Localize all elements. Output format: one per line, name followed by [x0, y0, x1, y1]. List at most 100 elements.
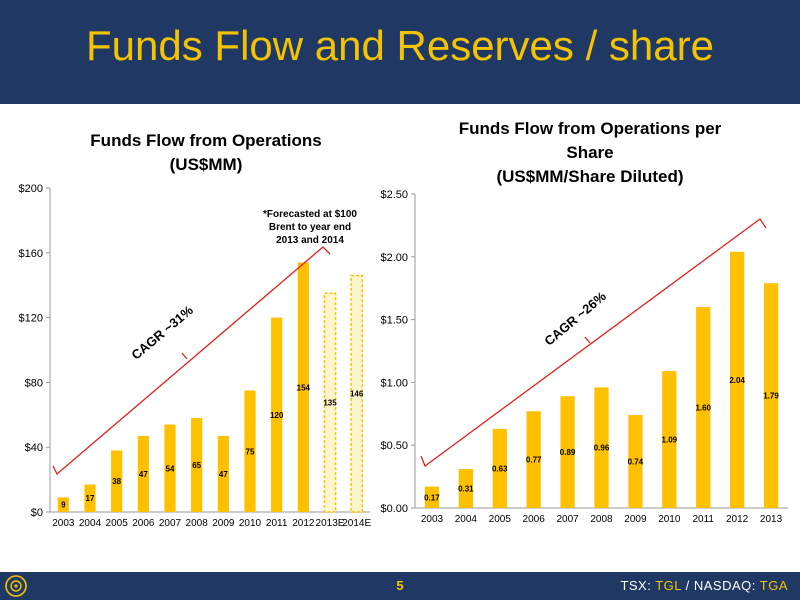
chart1-trend-tick — [181, 352, 188, 360]
chart1-annotation-line1: *Forecasted at $100 — [263, 209, 357, 220]
chart2-x-tick-label: 2009 — [624, 514, 647, 525]
chart2-title-line3: (US$MM/Share Diluted) — [496, 167, 683, 186]
chart1-data-label: 38 — [112, 477, 121, 486]
chart2-bar — [662, 371, 677, 508]
chart2-x-tick-label: 2003 — [421, 514, 444, 525]
chart1-data-label: 135 — [323, 399, 337, 408]
chart1-x-tick-label: 2004 — [79, 518, 102, 529]
chart1-y-tick-label: $80 — [25, 377, 43, 389]
chart2-bar — [763, 283, 779, 508]
chart1-x-tick-label: 2011 — [266, 518, 288, 529]
chart2-bar — [560, 396, 575, 508]
chart1-x-tick-label: 2014E — [342, 518, 371, 529]
ticker-separator: / NASDAQ: — [681, 578, 760, 593]
header-bar — [0, 0, 800, 104]
chart1-bar — [217, 435, 229, 512]
chart1-bar — [297, 262, 309, 512]
chart2-bar — [594, 387, 609, 508]
chart1-x-tick-label: 2009 — [212, 518, 235, 529]
chart1-y-tick-label: $0 — [31, 507, 43, 519]
chart1-cagr-label: CAGR ~31% — [128, 302, 196, 362]
chart2-bar — [492, 428, 507, 508]
chart1-data-label: 47 — [219, 470, 228, 479]
chart1-data-label: 65 — [192, 461, 201, 470]
ticker-tsx-symbol: TGL — [655, 578, 682, 593]
chart2-x-tick-label: 2007 — [556, 514, 579, 525]
slide-title: Funds Flow and Reserves / share — [86, 22, 714, 69]
chart2-x-tick-label: 2008 — [590, 514, 613, 525]
chart2-data-label: 0.74 — [628, 458, 644, 467]
chart1-y-tick-label: $200 — [19, 183, 43, 195]
chart2-bar — [696, 307, 711, 508]
chart1-data-label: 54 — [166, 464, 175, 473]
chart1-bar — [350, 274, 364, 513]
chart2-y-tick-label: $0.00 — [380, 503, 408, 515]
chart2-x-tick-label: 2010 — [658, 514, 681, 525]
chart2-y-tick-label: $1.50 — [380, 315, 408, 327]
chart1-bar — [84, 484, 96, 512]
chart1-bar — [271, 317, 283, 512]
chart2-data-label: 1.79 — [763, 392, 779, 401]
chart1-x-tick-label: 2010 — [239, 518, 262, 529]
chart1-bar — [137, 435, 149, 512]
chart1-annotation-line3: 2013 and 2014 — [276, 235, 344, 246]
chart2-data-label: 0.77 — [526, 456, 542, 465]
chart2-y-tick-label: $2.50 — [380, 189, 408, 201]
chart2-y-tick-label: $1.00 — [380, 377, 408, 389]
chart2-trend-bracket — [420, 218, 767, 468]
chart2-x-tick-label: 2011 — [692, 514, 714, 525]
chart1-data-label: 9 — [61, 501, 66, 510]
chart1-trend-bracket — [52, 246, 331, 476]
chart1-data-label: 75 — [246, 447, 255, 456]
chart1-title-line1: Funds Flow from Operations — [90, 131, 321, 150]
chart1-x-tick-label: 2006 — [132, 518, 155, 529]
chart1-y-tick-label: $120 — [19, 313, 43, 325]
chart1-x-tick-label: 2013E — [316, 518, 345, 529]
chart1-bar — [323, 292, 337, 513]
chart2-bar — [458, 469, 473, 508]
chart2-data-label: 0.17 — [424, 493, 440, 502]
chart2-data-label: 0.63 — [492, 464, 508, 473]
chart2-y-tick-label: $2.00 — [380, 252, 408, 264]
chart1-x-tick-label: 2003 — [52, 518, 75, 529]
chart2-x-tick-label: 2005 — [489, 514, 512, 525]
chart1-x-tick-label: 2012 — [292, 518, 315, 529]
chart2-bar — [526, 411, 541, 508]
chart1-data-label: 120 — [270, 411, 284, 420]
chart2-title-line2: Share — [566, 143, 613, 162]
chart1-y-tick-label: $160 — [19, 248, 43, 260]
chart1-data-label: 154 — [297, 383, 311, 392]
chart1-bar — [57, 497, 69, 512]
chart2-data-label: 0.31 — [458, 485, 474, 494]
chart1-bar — [111, 450, 123, 512]
chart1-bar — [164, 424, 176, 512]
chart2-bar — [730, 251, 745, 508]
chart-funds-flow: Funds Flow from Operations (US$MM) *Fore… — [19, 131, 372, 529]
chart1-y-tick-label: $40 — [25, 442, 43, 454]
ticker-info: TSX: TGL / NASDAQ: TGA — [620, 578, 788, 593]
company-logo-icon — [5, 575, 27, 597]
chart1-bar — [244, 390, 256, 512]
chart2-data-label: 1.60 — [695, 404, 711, 413]
chart2-data-label: 0.96 — [594, 444, 610, 453]
chart2-bar — [628, 415, 643, 508]
chart2-trend-tick — [584, 336, 591, 344]
chart1-bar — [191, 418, 203, 512]
chart2-title-line1: Funds Flow from Operations per — [459, 119, 722, 138]
ticker-nasdaq-symbol: TGA — [759, 578, 788, 593]
chart1-x-tick-label: 2008 — [186, 518, 209, 529]
chart2-data-label: 2.04 — [729, 376, 745, 385]
chart1-data-label: 146 — [350, 390, 364, 399]
chart2-x-tick-label: 2006 — [523, 514, 546, 525]
page-number: 5 — [396, 578, 404, 593]
chart2-y-tick-label: $0.50 — [380, 440, 408, 452]
chart2-x-tick-label: 2004 — [455, 514, 478, 525]
chart2-data-label: 1.09 — [662, 436, 678, 445]
chart2-bar — [424, 486, 440, 508]
chart1-data-label: 47 — [139, 470, 148, 479]
chart2-x-tick-label: 2012 — [726, 514, 749, 525]
chart2-x-tick-label: 2013 — [760, 514, 783, 525]
chart1-annotation-line2: Brent to year end — [269, 222, 351, 233]
ticker-prefix: TSX: — [620, 578, 656, 593]
chart1-x-tick-label: 2007 — [159, 518, 182, 529]
